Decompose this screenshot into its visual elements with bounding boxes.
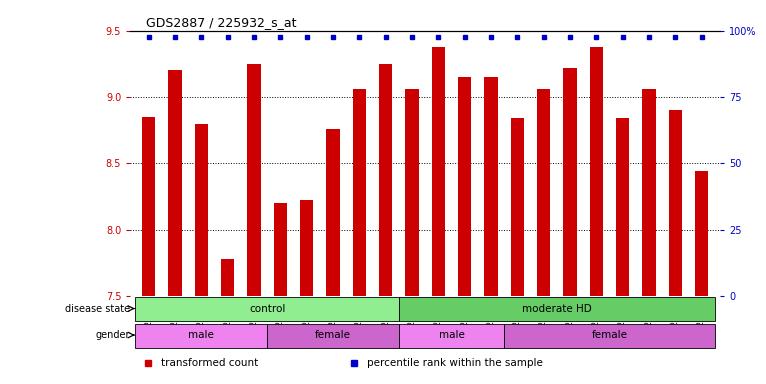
Text: GDS2887 / 225932_s_at: GDS2887 / 225932_s_at	[146, 16, 296, 29]
Bar	[458, 77, 471, 296]
Text: male: male	[438, 330, 464, 340]
Text: moderate HD: moderate HD	[522, 303, 591, 314]
Bar	[169, 71, 182, 296]
Bar	[399, 324, 504, 348]
Text: control: control	[249, 303, 285, 314]
Bar	[695, 171, 709, 296]
Bar	[643, 89, 656, 296]
Bar	[616, 118, 629, 296]
Bar	[221, 259, 234, 296]
Text: female: female	[315, 330, 351, 340]
Bar	[136, 297, 399, 321]
Bar	[484, 77, 498, 296]
Bar	[511, 118, 524, 296]
Bar	[247, 64, 260, 296]
Bar	[273, 203, 287, 296]
Bar	[432, 46, 445, 296]
Bar	[195, 124, 208, 296]
Bar	[537, 89, 550, 296]
Bar	[379, 64, 392, 296]
Bar	[352, 89, 366, 296]
Bar	[669, 110, 682, 296]
Bar	[326, 129, 339, 296]
Bar	[142, 117, 155, 296]
Text: transformed count: transformed count	[161, 358, 258, 368]
Bar	[405, 89, 418, 296]
Text: female: female	[591, 330, 627, 340]
Bar	[267, 324, 399, 348]
Bar	[300, 200, 313, 296]
Bar	[590, 46, 603, 296]
Bar	[504, 324, 715, 348]
Text: male: male	[188, 330, 214, 340]
Bar	[563, 68, 577, 296]
Bar	[136, 324, 267, 348]
Text: percentile rank within the sample: percentile rank within the sample	[368, 358, 543, 368]
Text: gender: gender	[96, 330, 130, 340]
Bar	[399, 297, 715, 321]
Text: disease state: disease state	[65, 303, 130, 314]
